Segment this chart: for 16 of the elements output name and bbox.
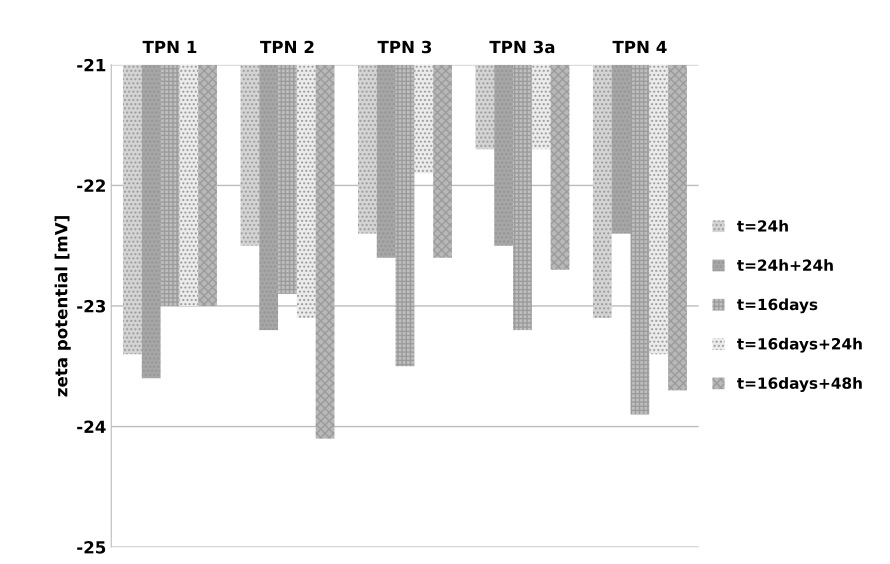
y-tick-label: -21 (77, 58, 106, 72)
y-tick-label: -23 (77, 300, 106, 313)
legend-label: t=16days+48h (737, 377, 862, 392)
y-tick-label: -22 (77, 179, 105, 192)
x-tick-label: TPN 2 (260, 40, 314, 54)
x-tick-label: TPN 3 (378, 40, 432, 54)
y-tick-label: -24 (77, 420, 106, 433)
x-tick-label: TPN 3a (489, 40, 554, 54)
y-axis-title: zeta potential [mV] (54, 216, 71, 396)
legend-label: t=16days+24h (737, 338, 862, 353)
legend-label: t=16days (737, 298, 818, 314)
x-tick-label: TPN 1 (142, 40, 196, 54)
y-tick-label: -25 (77, 541, 106, 554)
x-tick-label: TPN 4 (612, 40, 667, 54)
legend-label: t=24h+24h (737, 259, 833, 271)
legend-label: t=24h (737, 220, 788, 232)
